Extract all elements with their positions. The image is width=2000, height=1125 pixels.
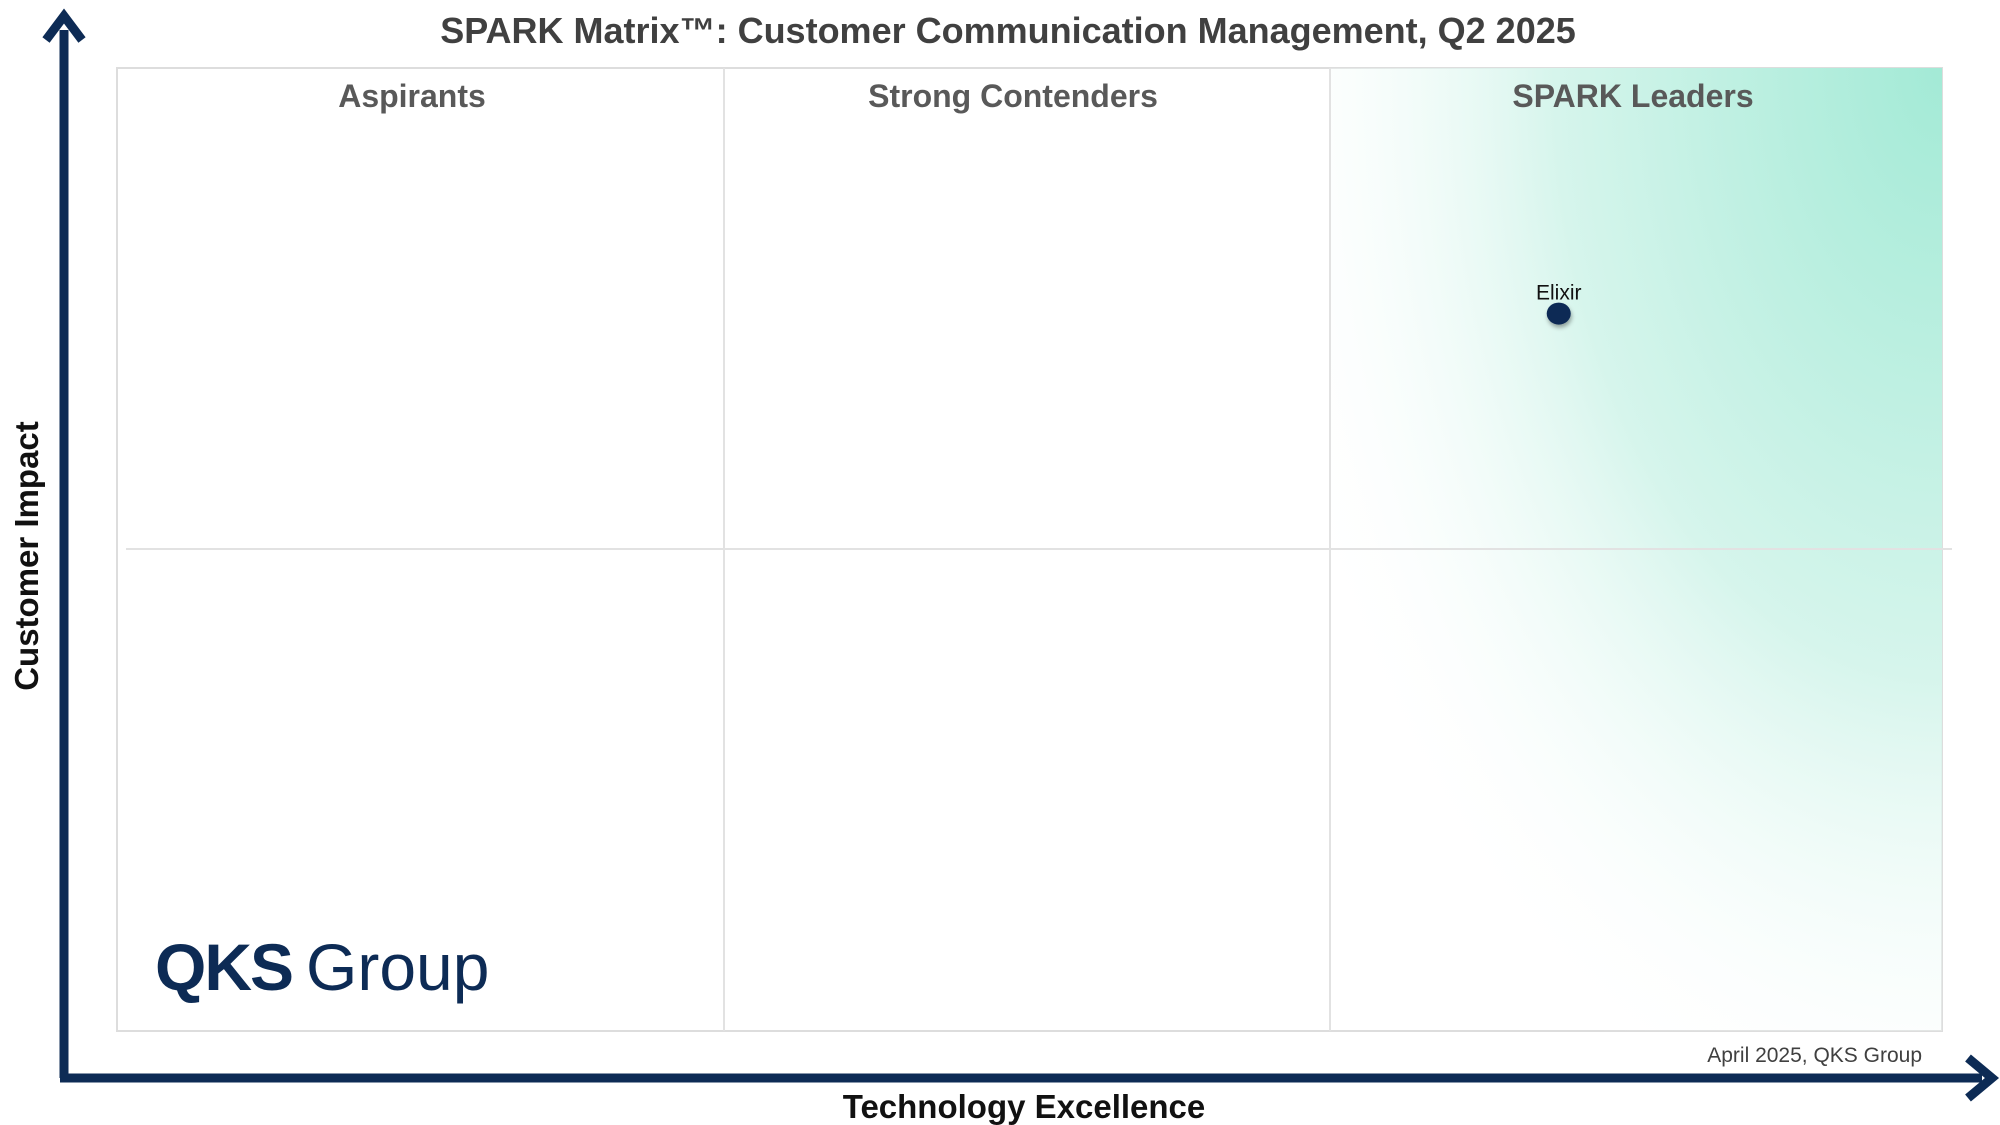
quadrant-label-spark-leaders: SPARK Leaders xyxy=(1512,78,1753,114)
logo-suffix: Group xyxy=(306,930,489,1004)
footnote: April 2025, QKS Group xyxy=(1707,1044,1922,1067)
data-point-label-elixir: Elixir xyxy=(1536,282,1582,305)
axes xyxy=(42,8,2000,1102)
y-axis-arrow-icon xyxy=(42,8,86,43)
y-axis-label: Customer Impact xyxy=(8,421,45,691)
data-points: Elixir xyxy=(1536,282,1582,325)
quadrant-label-aspirants: Aspirants xyxy=(338,78,486,114)
data-point-elixir xyxy=(1546,302,1571,325)
x-axis-arrow-icon xyxy=(1965,1054,2000,1102)
quadrant-label-strong-contenders: Strong Contenders xyxy=(868,78,1158,114)
x-axis-label: Technology Excellence xyxy=(843,1088,1206,1125)
qks-group-logo: QKS Group xyxy=(155,930,489,1004)
chart-title: SPARK Matrix™: Customer Communication Ma… xyxy=(440,10,1576,51)
logo-brand: QKS xyxy=(155,930,292,1004)
